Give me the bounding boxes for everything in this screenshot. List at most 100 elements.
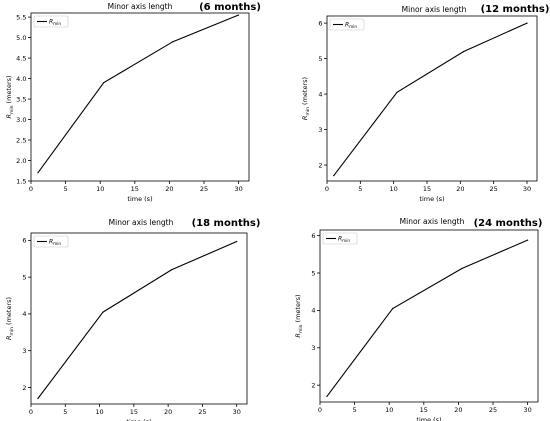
- x-tick-label: 10: [95, 408, 103, 416]
- plot-area: [30, 12, 250, 182]
- y-axis-label-symbol: R: [301, 116, 309, 121]
- y-tick-label: 5: [311, 269, 315, 277]
- legend-label: Rmin: [338, 236, 350, 244]
- legend-frame: [329, 18, 365, 31]
- chart-title: Minor axis length: [402, 5, 467, 14]
- x-tick-label: 15: [420, 406, 428, 414]
- panel-label: (24 months): [474, 218, 543, 229]
- y-tick-label: 2.0: [16, 157, 26, 165]
- x-tick-label: 0: [29, 185, 33, 193]
- x-axis-label: time (s): [416, 416, 441, 421]
- y-axis-label-symbol: R: [5, 114, 13, 119]
- y-tick-label: 4: [318, 90, 322, 98]
- x-tick-label: 15: [130, 408, 138, 416]
- x-tick-label: 30: [523, 406, 531, 414]
- x-tick-label: 5: [358, 185, 362, 193]
- data-point: [527, 239, 529, 241]
- x-tick-label: 0: [325, 185, 329, 193]
- y-tick-label: 6: [318, 19, 322, 27]
- x-tick-label: 20: [164, 408, 172, 416]
- x-tick-label: 20: [456, 185, 464, 193]
- x-tick-label: 0: [318, 406, 322, 414]
- plot-area: [319, 229, 539, 403]
- y-axis-label: Rmin (meters): [5, 75, 15, 118]
- x-tick-label: 25: [490, 185, 498, 193]
- legend-frame: [33, 15, 69, 28]
- x-axis-label: time (s): [127, 195, 152, 203]
- legend: Rmin: [33, 235, 69, 248]
- x-tick-label: 25: [200, 185, 208, 193]
- y-tick-label: 4.5: [16, 54, 26, 62]
- x-tick-label: 20: [165, 185, 173, 193]
- chart-title: Minor axis length: [108, 2, 173, 11]
- legend: Rmin: [322, 232, 358, 245]
- y-tick-label: 6: [311, 232, 315, 240]
- legend-symbol: R: [345, 22, 349, 29]
- y-axis-label-unit: (meters): [294, 294, 302, 324]
- y-axis-label: Rmin (meters): [5, 297, 15, 340]
- y-tick-label: 3: [318, 126, 322, 134]
- data-point: [326, 395, 328, 397]
- legend-subscript: min: [53, 241, 61, 246]
- x-tick-label: 30: [234, 185, 242, 193]
- legend-label: Rmin: [49, 239, 61, 247]
- x-tick-label: 30: [523, 185, 531, 193]
- chart-panel-3: Minor axis length (18 months)0 5 10 15 20 25 30…: [5, 218, 260, 421]
- legend-subscript: min: [349, 24, 357, 29]
- x-tick-label: 0: [29, 408, 33, 416]
- x-tick-label: 5: [353, 406, 357, 414]
- legend-symbol: R: [49, 19, 53, 26]
- x-tick-label: 10: [390, 185, 398, 193]
- legend-frame: [33, 235, 69, 248]
- chart-panel-4: Minor axis length (24 months)0 5 10 15 20 25 30…: [294, 217, 543, 421]
- y-axis-label: Rmin (meters): [301, 77, 311, 120]
- legend-subscript: min: [342, 238, 350, 243]
- y-tick-label: 5: [22, 273, 26, 281]
- data-point: [461, 267, 463, 270]
- data-point: [392, 307, 394, 310]
- plot-area: [326, 15, 538, 182]
- x-tick-label: 30: [233, 408, 241, 416]
- y-tick-label: 4: [311, 307, 315, 315]
- data-point: [170, 269, 173, 271]
- legend-label: Rmin: [345, 22, 357, 30]
- legend-subscript: min: [53, 21, 61, 26]
- data-point: [37, 397, 39, 400]
- x-tick-label: 15: [423, 185, 431, 193]
- legend-symbol: R: [338, 236, 342, 243]
- y-axis-label: Rmin (meters): [294, 294, 304, 337]
- y-axis-label-symbol: R: [5, 336, 13, 341]
- legend-frame: [322, 232, 358, 245]
- x-tick-label: 20: [454, 406, 462, 414]
- panel-label: (12 months): [481, 4, 550, 15]
- y-axis-label-subscript: min: [9, 327, 15, 336]
- legend: Rmin: [329, 18, 365, 31]
- data-point: [396, 91, 398, 93]
- chart-panel-2: Minor axis length (12 months) 0 5 10 15 20 25 30…: [301, 4, 550, 203]
- data-point: [172, 41, 174, 43]
- x-tick-label: 5: [64, 185, 68, 193]
- y-tick-label: 2: [22, 384, 26, 392]
- y-tick-label: 2.5: [16, 136, 26, 144]
- chart-title: Minor axis length: [400, 217, 465, 226]
- y-tick-label: 3: [22, 347, 26, 355]
- y-tick-label: 3: [311, 344, 315, 352]
- data-point: [102, 311, 104, 313]
- data-point: [37, 172, 39, 174]
- y-axis-label-subscript: min: [9, 105, 15, 114]
- y-axis-label-subscript: min: [298, 324, 304, 333]
- y-tick-label: 5.0: [16, 34, 26, 42]
- y-tick-label: 6: [22, 237, 26, 245]
- chart-panel-1: Minor axis length (6 months) 0 5 10 15 20 25 30 1…: [5, 2, 261, 203]
- data-point: [238, 14, 240, 16]
- x-tick-label: 10: [96, 185, 104, 193]
- y-axis-label-unit: (meters): [5, 75, 13, 105]
- y-tick-label: 1.5: [16, 177, 26, 185]
- y-axis-label-unit: (meters): [5, 297, 13, 327]
- y-axis-label-unit: (meters): [301, 77, 309, 107]
- y-tick-label: 5.5: [16, 13, 26, 21]
- y-axis-label-symbol: R: [294, 333, 302, 338]
- y-axis-label-subscript: min: [305, 107, 311, 116]
- y-tick-label: 3.5: [16, 95, 26, 103]
